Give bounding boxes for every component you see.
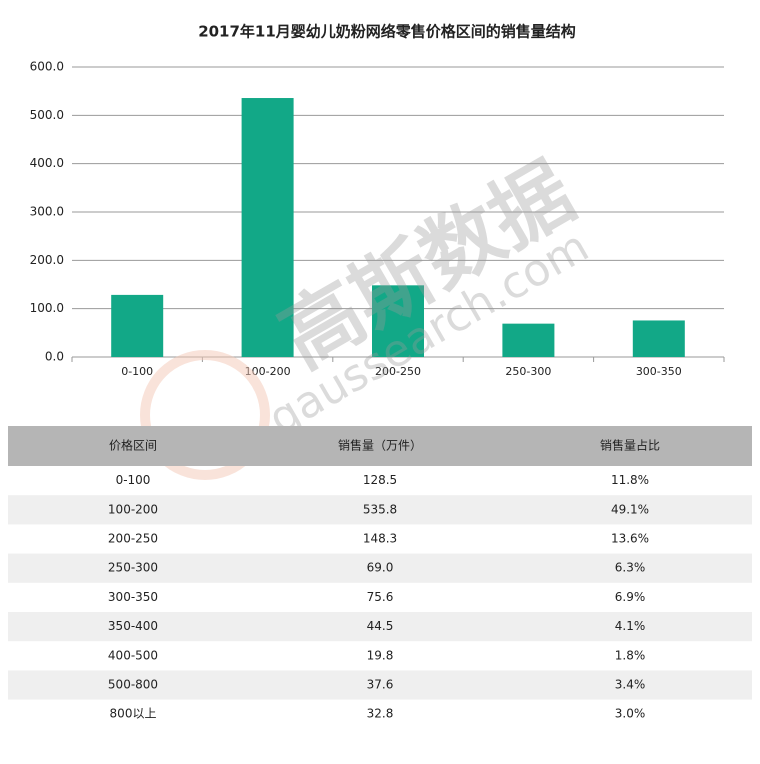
table-header-cell: 销售量（万件） [338,438,422,453]
table-cell: 69.0 [367,561,394,575]
table-cell: 75.6 [367,590,394,604]
table-cell: 32.8 [367,707,394,721]
y-tick-label: 0.0 [45,350,64,364]
table-cell: 200-250 [108,532,158,546]
x-tick-label: 200-250 [375,365,421,378]
table-cell: 1.8% [615,648,646,662]
x-tick-label: 0-100 [121,365,153,378]
table-row-bg [8,553,752,583]
table-cell: 250-300 [108,561,158,575]
table-cell: 49.1% [611,502,649,516]
bar [502,323,555,357]
table-cell: 500-800 [108,678,158,692]
bar [632,320,685,357]
bar [241,98,294,357]
table-cell: 4.1% [615,619,646,633]
table-row-bg [8,670,752,700]
table-cell: 13.6% [611,532,649,546]
chart-title: 2017年11月婴幼儿奶粉网络零售价格区间的销售量结构 [198,23,576,41]
y-tick-label: 200.0 [30,253,64,267]
table-cell: 3.4% [615,678,646,692]
y-tick-label: 300.0 [30,205,64,219]
table-cell: 6.9% [615,590,646,604]
table-cell: 128.5 [363,473,397,487]
bar [111,294,164,357]
table-header-cell: 销售量占比 [600,438,660,453]
watermark: 高斯数据 gaussearch.com [140,145,597,480]
x-tick-label: 250-300 [505,365,551,378]
table-cell: 37.6 [367,678,394,692]
table-cell: 11.8% [611,473,649,487]
table-cell: 44.5 [367,619,394,633]
table-cell: 350-400 [108,619,158,633]
y-tick-label: 500.0 [30,108,64,122]
table-header-cell: 价格区间 [109,438,157,453]
x-tick-label: 300-350 [636,365,682,378]
table-cell: 800以上 [110,707,157,721]
y-tick-label: 100.0 [30,301,64,315]
table-cell: 19.8 [367,648,394,662]
y-tick-label: 600.0 [30,60,64,74]
watermark-logo [140,350,270,480]
x-tick-label: 100-200 [245,365,291,378]
table-cell: 0-100 [116,473,151,487]
table-cell: 148.3 [363,532,397,546]
table-cell: 400-500 [108,648,158,662]
table-header-bg [8,426,752,466]
bar [372,285,424,357]
table-cell: 100-200 [108,502,158,516]
table-cell: 3.0% [615,707,646,721]
table-cell: 300-350 [108,590,158,604]
table-cell: 535.8 [363,502,397,516]
y-tick-label: 400.0 [30,156,64,170]
table-cell: 6.3% [615,561,646,575]
table-row-bg [8,495,752,525]
table-row-bg [8,612,752,642]
